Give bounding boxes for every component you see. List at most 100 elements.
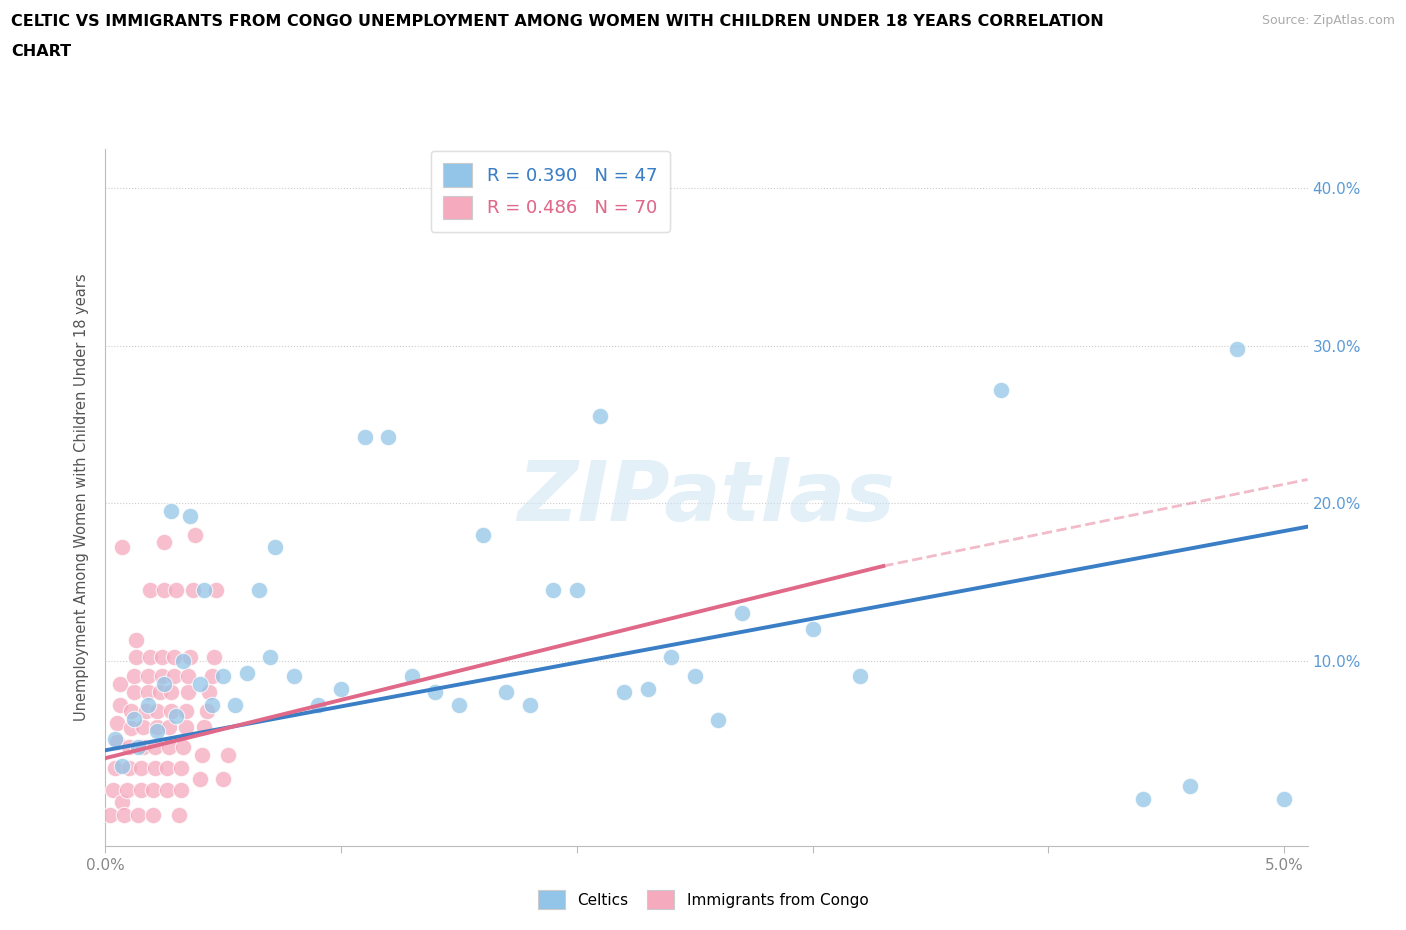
Point — [179, 508, 201, 523]
Point — [200, 698, 222, 712]
Point — [105, 735, 128, 750]
Point — [136, 698, 159, 712]
Point — [127, 807, 149, 822]
Point — [353, 430, 375, 445]
Point — [212, 771, 235, 786]
Point — [156, 760, 179, 775]
Point — [519, 698, 541, 712]
Text: Source: ZipAtlas.com: Source: ZipAtlas.com — [1261, 14, 1395, 27]
Text: CHART: CHART — [11, 44, 72, 59]
Point — [191, 748, 214, 763]
Text: ZIPatlas: ZIPatlas — [517, 457, 896, 538]
Point — [170, 782, 193, 797]
Point — [112, 807, 135, 822]
Point — [1272, 791, 1295, 806]
Point — [132, 719, 155, 734]
Point — [104, 732, 127, 747]
Point — [146, 719, 169, 734]
Point — [118, 739, 141, 754]
Point — [172, 739, 194, 754]
Point — [120, 703, 142, 718]
Point — [157, 719, 180, 734]
Point — [139, 650, 162, 665]
Point — [153, 677, 176, 692]
Point — [447, 698, 470, 712]
Point — [135, 703, 157, 718]
Point — [163, 650, 186, 665]
Point — [174, 719, 197, 734]
Point — [377, 430, 399, 445]
Point — [163, 669, 186, 684]
Point — [731, 605, 754, 620]
Point — [174, 703, 197, 718]
Point — [307, 698, 329, 712]
Point — [425, 684, 447, 699]
Point — [165, 582, 187, 597]
Point — [167, 807, 190, 822]
Point — [198, 684, 221, 699]
Point — [217, 748, 239, 763]
Point — [153, 582, 176, 597]
Point — [212, 669, 235, 684]
Y-axis label: Unemployment Among Women with Children Under 18 years: Unemployment Among Women with Children U… — [75, 273, 90, 722]
Point — [127, 739, 149, 754]
Point — [259, 650, 281, 665]
Point — [264, 539, 287, 554]
Point — [105, 716, 128, 731]
Point — [136, 669, 159, 684]
Point — [160, 503, 183, 518]
Text: CELTIC VS IMMIGRANTS FROM CONGO UNEMPLOYMENT AMONG WOMEN WITH CHILDREN UNDER 18 : CELTIC VS IMMIGRANTS FROM CONGO UNEMPLOY… — [11, 14, 1104, 29]
Point — [150, 669, 173, 684]
Point — [1178, 779, 1201, 794]
Point — [118, 760, 141, 775]
Point — [165, 708, 187, 723]
Point — [848, 669, 870, 684]
Point — [146, 724, 169, 738]
Point — [139, 582, 162, 597]
Point — [153, 535, 176, 550]
Point — [193, 582, 215, 597]
Point — [188, 677, 211, 692]
Point — [143, 760, 166, 775]
Point — [160, 703, 183, 718]
Point — [108, 698, 131, 712]
Point — [283, 669, 305, 684]
Legend: Celtics, Immigrants from Congo: Celtics, Immigrants from Congo — [531, 884, 875, 915]
Point — [98, 807, 121, 822]
Point — [543, 582, 565, 597]
Point — [122, 711, 145, 726]
Point — [1226, 341, 1249, 356]
Point — [565, 582, 588, 597]
Point — [236, 666, 259, 681]
Point — [146, 703, 169, 718]
Point — [143, 739, 166, 754]
Point — [205, 582, 228, 597]
Point — [188, 771, 211, 786]
Point — [142, 807, 165, 822]
Point — [150, 650, 173, 665]
Point — [142, 782, 165, 797]
Point — [471, 527, 494, 542]
Point — [177, 669, 200, 684]
Point — [401, 669, 423, 684]
Point — [589, 409, 612, 424]
Point — [659, 650, 682, 665]
Point — [149, 684, 172, 699]
Point — [104, 760, 127, 775]
Point — [122, 684, 145, 699]
Point — [129, 782, 152, 797]
Point — [172, 653, 194, 668]
Point — [108, 677, 131, 692]
Point — [184, 527, 207, 542]
Point — [125, 650, 148, 665]
Point — [801, 621, 824, 636]
Legend: R = 0.390   N = 47, R = 0.486   N = 70: R = 0.390 N = 47, R = 0.486 N = 70 — [430, 151, 669, 232]
Point — [195, 703, 218, 718]
Point — [129, 760, 152, 775]
Point — [707, 713, 730, 728]
Point — [111, 759, 134, 774]
Point — [202, 650, 225, 665]
Point — [132, 739, 155, 754]
Point — [156, 782, 179, 797]
Point — [122, 669, 145, 684]
